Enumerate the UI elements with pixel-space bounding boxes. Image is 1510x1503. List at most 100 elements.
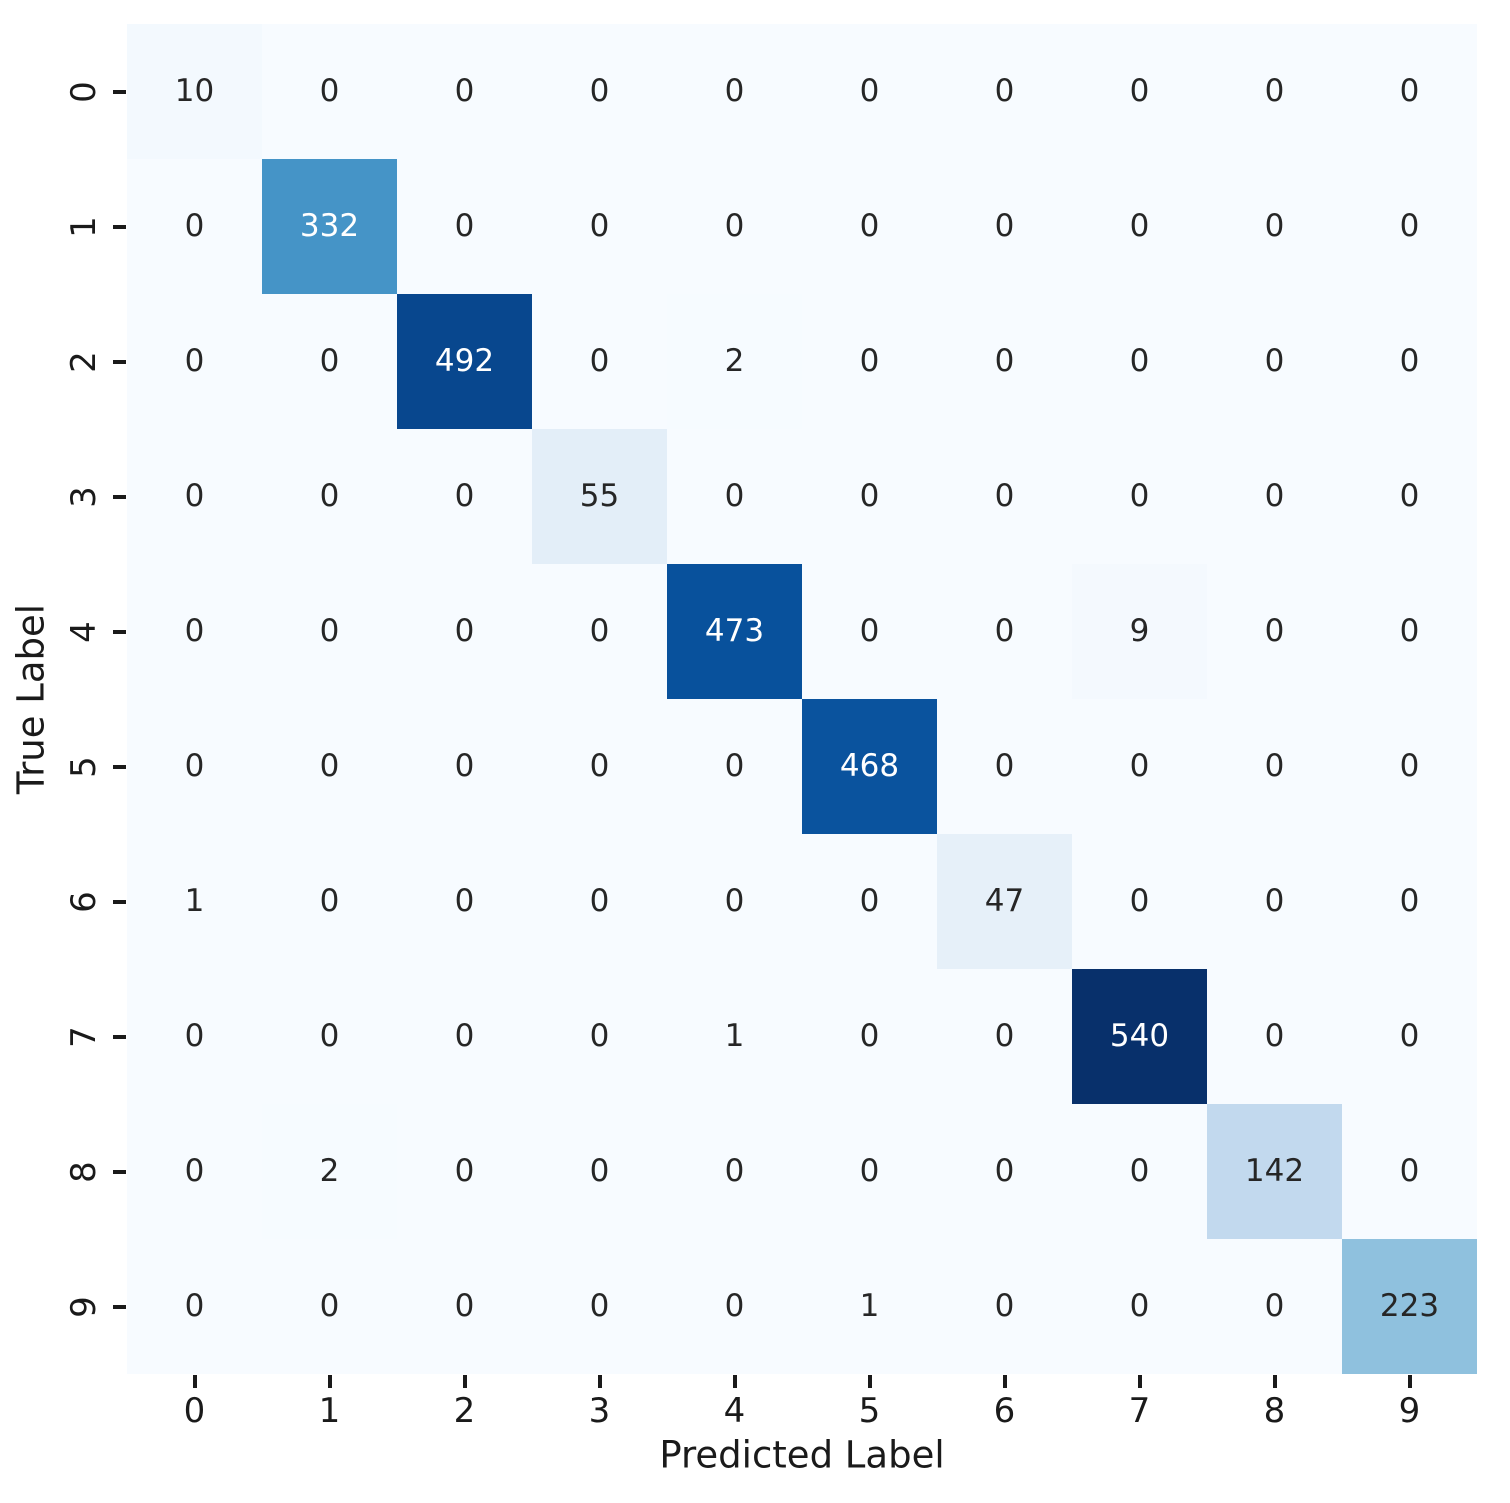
heatmap-cell: 0 (937, 429, 1072, 564)
heatmap-cell: 0 (1072, 429, 1207, 564)
heatmap-cell: 0 (1342, 969, 1477, 1104)
y-tick-mark (113, 89, 126, 94)
y-tick-label: 8 (64, 1160, 104, 1183)
heatmap-cell: 0 (667, 834, 802, 969)
heatmap-cell: 492 (397, 294, 532, 429)
heatmap-cell: 0 (1207, 294, 1342, 429)
heatmap-cell: 0 (667, 699, 802, 834)
y-tick-label: 3 (64, 485, 104, 508)
heatmap-cell: 0 (802, 294, 937, 429)
heatmap-cell: 0 (1207, 564, 1342, 699)
x-tick-label: 7 (1128, 1391, 1151, 1431)
heatmap-cell: 0 (532, 1239, 667, 1374)
heatmap-cell: 0 (262, 699, 397, 834)
x-tick-label: 2 (453, 1391, 476, 1431)
heatmap-cell: 0 (1342, 159, 1477, 294)
heatmap-cell: 0 (127, 969, 262, 1104)
x-tick-mark (732, 1375, 737, 1388)
x-tick-mark (1407, 1375, 1412, 1388)
heatmap-cell: 0 (937, 24, 1072, 159)
heatmap-cell: 0 (1072, 1104, 1207, 1239)
heatmap-cell: 0 (802, 24, 937, 159)
heatmap-cell: 142 (1207, 1104, 1342, 1239)
y-tick-label: 5 (64, 755, 104, 778)
y-tick-mark (113, 764, 126, 769)
heatmap-cell: 0 (937, 564, 1072, 699)
y-tick-label: 0 (64, 80, 104, 103)
heatmap-cell: 0 (1342, 1104, 1477, 1239)
heatmap-cell: 0 (127, 159, 262, 294)
y-tick-mark (113, 1169, 126, 1174)
heatmap-cell: 0 (397, 429, 532, 564)
y-tick-mark (113, 1034, 126, 1039)
x-tick-label: 8 (1263, 1391, 1286, 1431)
heatmap-cell: 540 (1072, 969, 1207, 1104)
heatmap-cell: 0 (1072, 699, 1207, 834)
heatmap-cell: 0 (262, 24, 397, 159)
heatmap-cell: 0 (262, 564, 397, 699)
x-tick-mark (1272, 1375, 1277, 1388)
heatmap-cell: 0 (1207, 24, 1342, 159)
x-tick-mark (867, 1375, 872, 1388)
x-tick-mark (192, 1375, 197, 1388)
heatmap-cell: 0 (397, 699, 532, 834)
y-tick-label: 1 (64, 215, 104, 238)
heatmap-cell: 0 (667, 24, 802, 159)
x-tick-mark (1002, 1375, 1007, 1388)
heatmap-cell: 0 (127, 1104, 262, 1239)
heatmap-cell: 0 (937, 1104, 1072, 1239)
heatmap-cell: 0 (262, 834, 397, 969)
y-tick-label: 7 (64, 1025, 104, 1048)
y-tick-mark (113, 494, 126, 499)
heatmap-cell: 0 (802, 159, 937, 294)
heatmap-cell: 0 (127, 1239, 262, 1374)
heatmap-cell: 0 (1342, 699, 1477, 834)
heatmap-cell: 0 (802, 429, 937, 564)
heatmap-cell: 468 (802, 699, 937, 834)
heatmap-cell: 0 (1072, 834, 1207, 969)
x-tick-mark (462, 1375, 467, 1388)
heatmap-cell: 0 (937, 1239, 1072, 1374)
heatmap-cell: 47 (937, 834, 1072, 969)
heatmap-cell: 0 (397, 159, 532, 294)
heatmap-cell: 2 (667, 294, 802, 429)
heatmap-cell: 1 (667, 969, 802, 1104)
heatmap-cell: 0 (1342, 834, 1477, 969)
heatmap-cell: 0 (397, 564, 532, 699)
heatmap-cell: 0 (532, 24, 667, 159)
heatmap-cell: 0 (1207, 1239, 1342, 1374)
heatmap-cell: 0 (127, 564, 262, 699)
heatmap-cell: 0 (127, 429, 262, 564)
heatmap-cell: 1 (802, 1239, 937, 1374)
heatmap-cell: 0 (262, 429, 397, 564)
x-tick-label: 0 (183, 1391, 206, 1431)
x-tick-mark (597, 1375, 602, 1388)
y-tick-mark (113, 224, 126, 229)
heatmap-cell: 0 (667, 1104, 802, 1239)
heatmap-cell: 0 (1342, 294, 1477, 429)
x-tick-label: 3 (588, 1391, 611, 1431)
x-tick-mark (327, 1375, 332, 1388)
y-tick-label: 6 (64, 890, 104, 913)
y-tick-mark (113, 899, 126, 904)
y-tick-mark (113, 1304, 126, 1309)
heatmap-cell: 0 (667, 1239, 802, 1374)
y-tick-mark (113, 359, 126, 364)
heatmap-cell: 0 (937, 159, 1072, 294)
heatmap-cell: 0 (127, 294, 262, 429)
x-axis-label: Predicted Label (659, 1433, 945, 1477)
heatmap-cell: 0 (1072, 24, 1207, 159)
heatmap-cell: 0 (1072, 294, 1207, 429)
heatmap-cell: 0 (397, 834, 532, 969)
heatmap-cell: 0 (802, 969, 937, 1104)
heatmap-cell: 0 (802, 1104, 937, 1239)
heatmap-cell: 0 (397, 969, 532, 1104)
heatmap-grid: 10 0 0 0 0 0 0 0 0 0 0 332 0 0 0 0 0 0 0 0 0 0 492 0 2 0 0 0 0 0 0 0 0 55… (127, 24, 1477, 1374)
heatmap-cell: 1 (127, 834, 262, 969)
x-tick-label: 9 (1398, 1391, 1421, 1431)
x-tick-label: 5 (858, 1391, 881, 1431)
heatmap-cell: 0 (937, 294, 1072, 429)
heatmap-cell: 0 (802, 564, 937, 699)
heatmap-cell: 0 (1207, 834, 1342, 969)
